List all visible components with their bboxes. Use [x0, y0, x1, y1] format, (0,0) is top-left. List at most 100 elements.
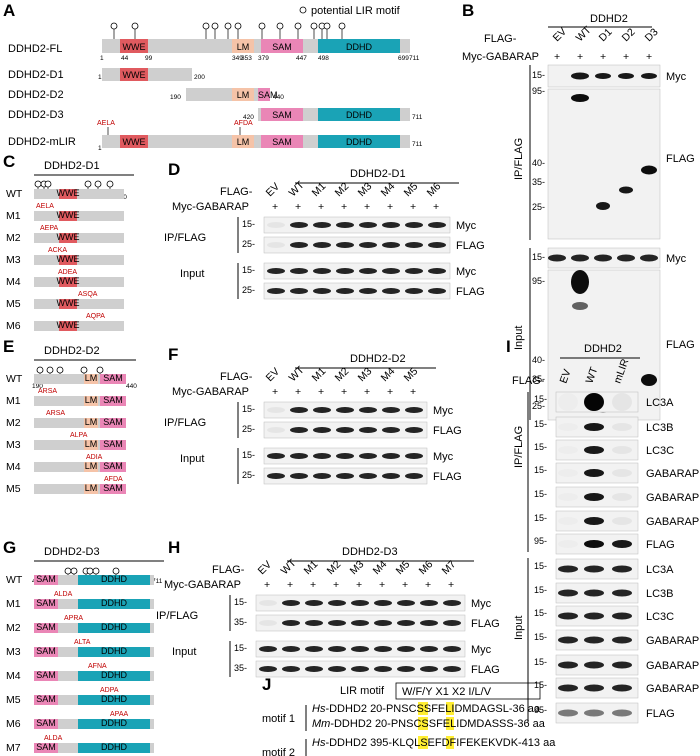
lir-circle [86, 567, 94, 575]
sam-domain [100, 462, 126, 472]
band [405, 427, 423, 433]
construct-label: M4 [6, 461, 21, 473]
band [612, 636, 632, 644]
band [336, 473, 354, 479]
mw-marker: 15- [534, 680, 547, 690]
band [313, 427, 331, 433]
band [558, 661, 578, 669]
mutation: AELA [36, 203, 54, 210]
band [428, 222, 446, 228]
blot-bg [263, 216, 451, 234]
protein-bar [34, 255, 124, 265]
res-num: 99 [145, 55, 153, 62]
lir-circle [94, 180, 102, 188]
blot-myc-input [547, 247, 661, 269]
band [382, 453, 400, 459]
band [558, 517, 578, 525]
blot-label: LC3A [646, 397, 674, 409]
myc-label: Myc-GABARAP [462, 51, 539, 63]
mw-marker: 25- [242, 239, 255, 249]
band [259, 666, 277, 672]
construct-label: M3 [6, 254, 21, 266]
sam-domain-label: SAM [103, 373, 123, 383]
mutation: AQPA [86, 313, 105, 320]
band [267, 407, 285, 413]
band [282, 646, 300, 652]
band [351, 666, 369, 672]
ddhd-domain-label: DDHD [101, 598, 127, 608]
lir-circle [92, 567, 100, 575]
motif-name: motif 2 [262, 747, 295, 756]
mw-marker: 15- [534, 657, 547, 667]
motif-highlight [418, 702, 428, 715]
lir-circle [70, 567, 78, 575]
band [267, 268, 285, 274]
wwe-domain-label: WWE [57, 298, 80, 308]
plus-sign: + [272, 386, 278, 398]
construct-label: M6 [6, 718, 21, 730]
sam-domain-label: SAM [103, 417, 123, 427]
mw-marker: 15- [534, 394, 547, 404]
band [420, 600, 438, 606]
blot-label: Myc [471, 644, 492, 656]
plus-sign: + [318, 201, 324, 213]
blot-label: Myc [456, 220, 477, 232]
band [382, 407, 400, 413]
myc-label: Myc-GABARAP [172, 201, 249, 213]
blot-header: DDHD2-D1 [350, 168, 406, 180]
lir-box [395, 682, 541, 700]
protein-bar [34, 299, 124, 309]
sam-domain-label: SAM [36, 622, 56, 632]
res-num: 440 [126, 383, 137, 390]
band [336, 453, 354, 459]
row-label: DDHD2-mLIR [8, 136, 76, 148]
mw-marker: 95- [534, 536, 547, 546]
mw-marker: 15- [242, 404, 255, 414]
blot-label: FLAG [666, 153, 695, 165]
ip-label: IP/FLAG [164, 232, 206, 244]
res-num: 1 [98, 74, 102, 81]
sam-domain-label: SAM [272, 110, 292, 120]
construct-label: M2 [6, 232, 21, 244]
blot-label: FLAG [456, 286, 485, 298]
plus-sign: + [341, 386, 347, 398]
lm-domain [84, 440, 98, 450]
band [571, 72, 589, 80]
band [374, 600, 392, 606]
lir-circle [131, 22, 139, 30]
mw-marker: 95- [534, 705, 547, 715]
band [351, 600, 369, 606]
construct-label: M4 [6, 276, 21, 288]
mw-marker: 15- [534, 608, 547, 618]
band [584, 684, 604, 692]
wwe-domain [120, 135, 148, 148]
plus-sign: + [448, 579, 454, 591]
band [584, 709, 604, 717]
mutation: APRA [64, 615, 83, 622]
band [382, 222, 400, 228]
mw-marker: 15- [534, 442, 547, 452]
wwe-domain [120, 68, 148, 81]
sam-domain [261, 135, 303, 148]
panel-label-J: J [262, 675, 271, 694]
blot-label: GABARAP [646, 468, 699, 480]
band [443, 600, 461, 606]
band [584, 661, 604, 669]
construct-label: M6 [6, 320, 21, 332]
blot-label: FLAG [433, 471, 462, 483]
protein-bar [34, 321, 124, 331]
lir-circle [234, 22, 242, 30]
protein-bar [34, 396, 126, 406]
mutation: AEPA [40, 225, 58, 232]
band [428, 242, 446, 248]
blot [555, 677, 639, 699]
blot-bg [263, 282, 451, 300]
sequence: Hs-DDHD2 20-PNSCSSFELIDMDAGSL-36 aa [312, 703, 541, 715]
motif-highlight [446, 736, 454, 749]
band [443, 620, 461, 626]
ddhd-domain [78, 647, 150, 657]
band [267, 473, 285, 479]
res-num: 1 [100, 55, 104, 62]
band [382, 473, 400, 479]
